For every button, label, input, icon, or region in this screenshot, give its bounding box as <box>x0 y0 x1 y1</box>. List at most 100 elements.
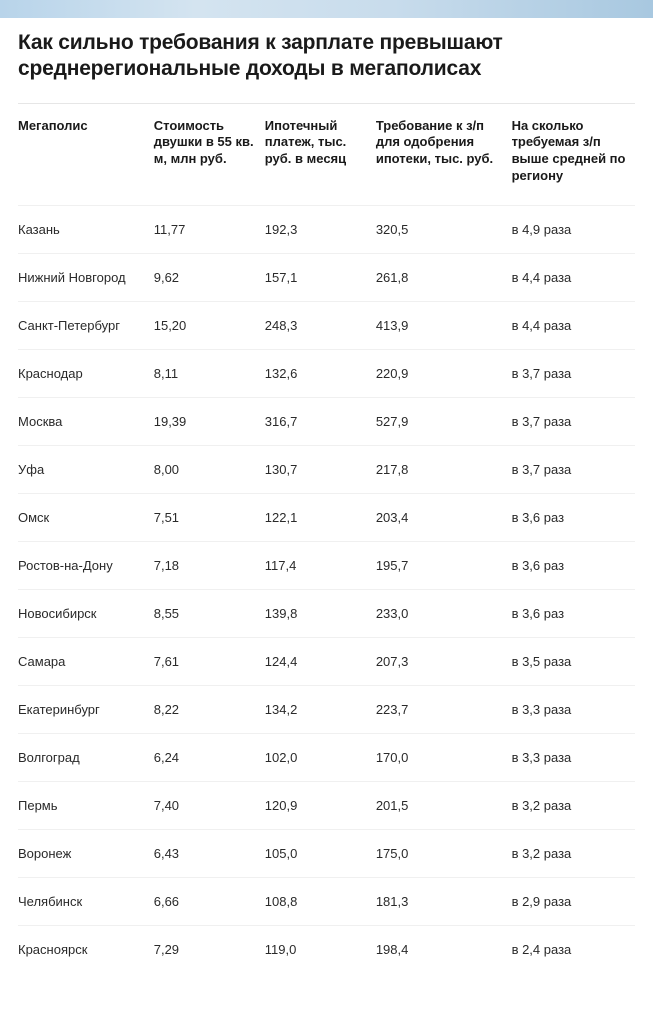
col-header-cost: Стоимость двушки в 55 кв. м, млн руб. <box>154 104 265 206</box>
cell-city: Самара <box>18 638 154 686</box>
cell-cost: 9,62 <box>154 254 265 302</box>
cell-city: Омск <box>18 494 154 542</box>
top-banner <box>0 0 653 18</box>
cell-payment: 130,7 <box>265 446 376 494</box>
col-header-city: Мегаполис <box>18 104 154 206</box>
cell-cost: 19,39 <box>154 398 265 446</box>
cell-city: Пермь <box>18 782 154 830</box>
cell-cost: 8,22 <box>154 686 265 734</box>
cell-req: 261,8 <box>376 254 512 302</box>
cell-cost: 15,20 <box>154 302 265 350</box>
table-header-row: Мегаполис Стоимость двушки в 55 кв. м, м… <box>18 104 635 206</box>
cell-cost: 6,66 <box>154 878 265 926</box>
cell-req: 320,5 <box>376 206 512 254</box>
table-row: Москва19,39316,7527,9в 3,7 раза <box>18 398 635 446</box>
table-row: Омск7,51122,1203,4в 3,6 раз <box>18 494 635 542</box>
cell-city: Москва <box>18 398 154 446</box>
table-row: Уфа8,00130,7217,8в 3,7 раза <box>18 446 635 494</box>
cell-req: 223,7 <box>376 686 512 734</box>
col-header-req: Требование к з/п для одобрения ипотеки, … <box>376 104 512 206</box>
cell-req: 413,9 <box>376 302 512 350</box>
cell-ratio: в 3,7 раза <box>512 446 635 494</box>
cell-req: 233,0 <box>376 590 512 638</box>
cell-city: Ростов-на-Дону <box>18 542 154 590</box>
cell-req: 217,8 <box>376 446 512 494</box>
cell-ratio: в 3,7 раза <box>512 350 635 398</box>
cell-req: 195,7 <box>376 542 512 590</box>
cell-payment: 117,4 <box>265 542 376 590</box>
cell-city: Воронеж <box>18 830 154 878</box>
cell-city: Уфа <box>18 446 154 494</box>
table-row: Казань11,77192,3320,5в 4,9 раза <box>18 206 635 254</box>
table-row: Челябинск6,66108,8181,3в 2,9 раза <box>18 878 635 926</box>
cell-cost: 8,00 <box>154 446 265 494</box>
cell-ratio: в 3,6 раз <box>512 494 635 542</box>
cell-cost: 6,24 <box>154 734 265 782</box>
table-row: Самара7,61124,4207,3в 3,5 раза <box>18 638 635 686</box>
cell-req: 207,3 <box>376 638 512 686</box>
cell-req: 198,4 <box>376 926 512 974</box>
cell-cost: 6,43 <box>154 830 265 878</box>
table-row: Ростов-на-Дону7,18117,4195,7в 3,6 раз <box>18 542 635 590</box>
table-row: Екатеринбург8,22134,2223,7в 3,3 раза <box>18 686 635 734</box>
cell-req: 203,4 <box>376 494 512 542</box>
cell-ratio: в 3,6 раз <box>512 590 635 638</box>
cell-payment: 248,3 <box>265 302 376 350</box>
cell-req: 527,9 <box>376 398 512 446</box>
table-row: Новосибирск8,55139,8233,0в 3,6 раз <box>18 590 635 638</box>
cell-payment: 132,6 <box>265 350 376 398</box>
cell-city: Санкт-Петербург <box>18 302 154 350</box>
cell-req: 220,9 <box>376 350 512 398</box>
cell-payment: 124,4 <box>265 638 376 686</box>
table-row: Краснодар8,11132,6220,9в 3,7 раза <box>18 350 635 398</box>
cell-req: 201,5 <box>376 782 512 830</box>
table-row: Красноярск7,29119,0198,4в 2,4 раза <box>18 926 635 974</box>
cell-payment: 192,3 <box>265 206 376 254</box>
cell-payment: 157,1 <box>265 254 376 302</box>
col-header-ratio: На сколько требуемая з/п выше средней по… <box>512 104 635 206</box>
cell-cost: 7,40 <box>154 782 265 830</box>
cell-ratio: в 3,7 раза <box>512 398 635 446</box>
cell-city: Нижний Новгород <box>18 254 154 302</box>
cell-payment: 105,0 <box>265 830 376 878</box>
cell-payment: 139,8 <box>265 590 376 638</box>
cell-req: 170,0 <box>376 734 512 782</box>
cell-req: 181,3 <box>376 878 512 926</box>
salary-table: Мегаполис Стоимость двушки в 55 кв. м, м… <box>18 104 635 974</box>
cell-ratio: в 3,5 раза <box>512 638 635 686</box>
cell-payment: 316,7 <box>265 398 376 446</box>
cell-ratio: в 2,4 раза <box>512 926 635 974</box>
cell-ratio: в 3,6 раз <box>512 542 635 590</box>
cell-payment: 134,2 <box>265 686 376 734</box>
cell-cost: 7,29 <box>154 926 265 974</box>
cell-cost: 7,51 <box>154 494 265 542</box>
cell-ratio: в 4,4 раза <box>512 302 635 350</box>
cell-cost: 7,61 <box>154 638 265 686</box>
table-row: Санкт-Петербург15,20248,3413,9в 4,4 раза <box>18 302 635 350</box>
page-title: Как сильно требования к зарплате превыша… <box>18 30 635 83</box>
cell-cost: 7,18 <box>154 542 265 590</box>
cell-ratio: в 4,4 раза <box>512 254 635 302</box>
table-row: Пермь7,40120,9201,5в 3,2 раза <box>18 782 635 830</box>
cell-cost: 8,11 <box>154 350 265 398</box>
cell-ratio: в 2,9 раза <box>512 878 635 926</box>
cell-payment: 102,0 <box>265 734 376 782</box>
cell-city: Новосибирск <box>18 590 154 638</box>
cell-cost: 8,55 <box>154 590 265 638</box>
table-row: Нижний Новгород9,62157,1261,8в 4,4 раза <box>18 254 635 302</box>
article-content: Как сильно требования к зарплате превыша… <box>0 18 653 973</box>
cell-ratio: в 3,2 раза <box>512 830 635 878</box>
col-header-payment: Ипотечный платеж, тыс. руб. в месяц <box>265 104 376 206</box>
table-row: Волгоград6,24102,0170,0в 3,3 раза <box>18 734 635 782</box>
cell-ratio: в 3,3 раза <box>512 734 635 782</box>
cell-ratio: в 3,2 раза <box>512 782 635 830</box>
cell-city: Краснодар <box>18 350 154 398</box>
cell-city: Челябинск <box>18 878 154 926</box>
cell-ratio: в 4,9 раза <box>512 206 635 254</box>
cell-payment: 119,0 <box>265 926 376 974</box>
cell-cost: 11,77 <box>154 206 265 254</box>
cell-payment: 108,8 <box>265 878 376 926</box>
cell-payment: 122,1 <box>265 494 376 542</box>
cell-payment: 120,9 <box>265 782 376 830</box>
cell-city: Казань <box>18 206 154 254</box>
